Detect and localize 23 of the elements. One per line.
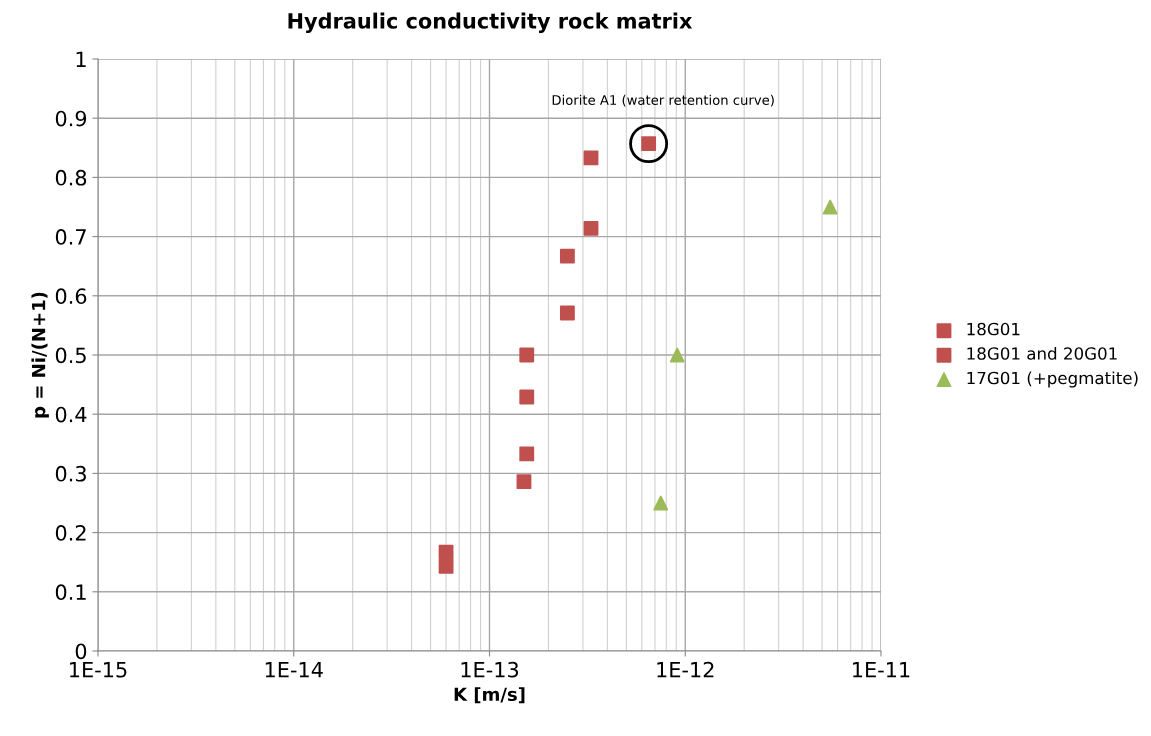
y-tick-label: 0.6 [55,288,87,305]
x-tick-label: 1E-13 [461,661,519,678]
x-tick-label: 1E-11 [853,662,910,678]
y-axis-title: p = Ni/(N+1) [31,292,49,418]
y-tick-label: 0.2 [55,525,86,541]
x-tick-label: 1E-12 [657,661,714,678]
y-tick-label: 0.1 [55,584,86,601]
annotation: Diorite A1 (water retention curve) [552,94,774,107]
x-tick-label: 1E-14 [265,662,323,678]
y-tick-label: 0.4 [55,406,87,423]
legend-label: 18G01 and 20G01 [967,346,1117,360]
y-tick-label: 0.7 [55,229,86,245]
y-tick-label: 1 [76,51,86,67]
chart-title: Hydraulic conductivity rock matrix [288,12,693,33]
y-tick-label: 0.5 [55,347,86,364]
y-tick-label: 0.8 [55,169,87,186]
y-tick-label: 0 [75,643,87,660]
y-tick-label: 0.9 [55,110,87,127]
legend-label: 18G01 [967,322,1020,336]
x-axis-title: K [m/s] [454,687,525,704]
legend-label: 17G01 (+pegmatite) [967,371,1138,388]
x-tick-label: 1E-15 [70,662,127,678]
y-tick-label: 0.3 [55,465,86,482]
